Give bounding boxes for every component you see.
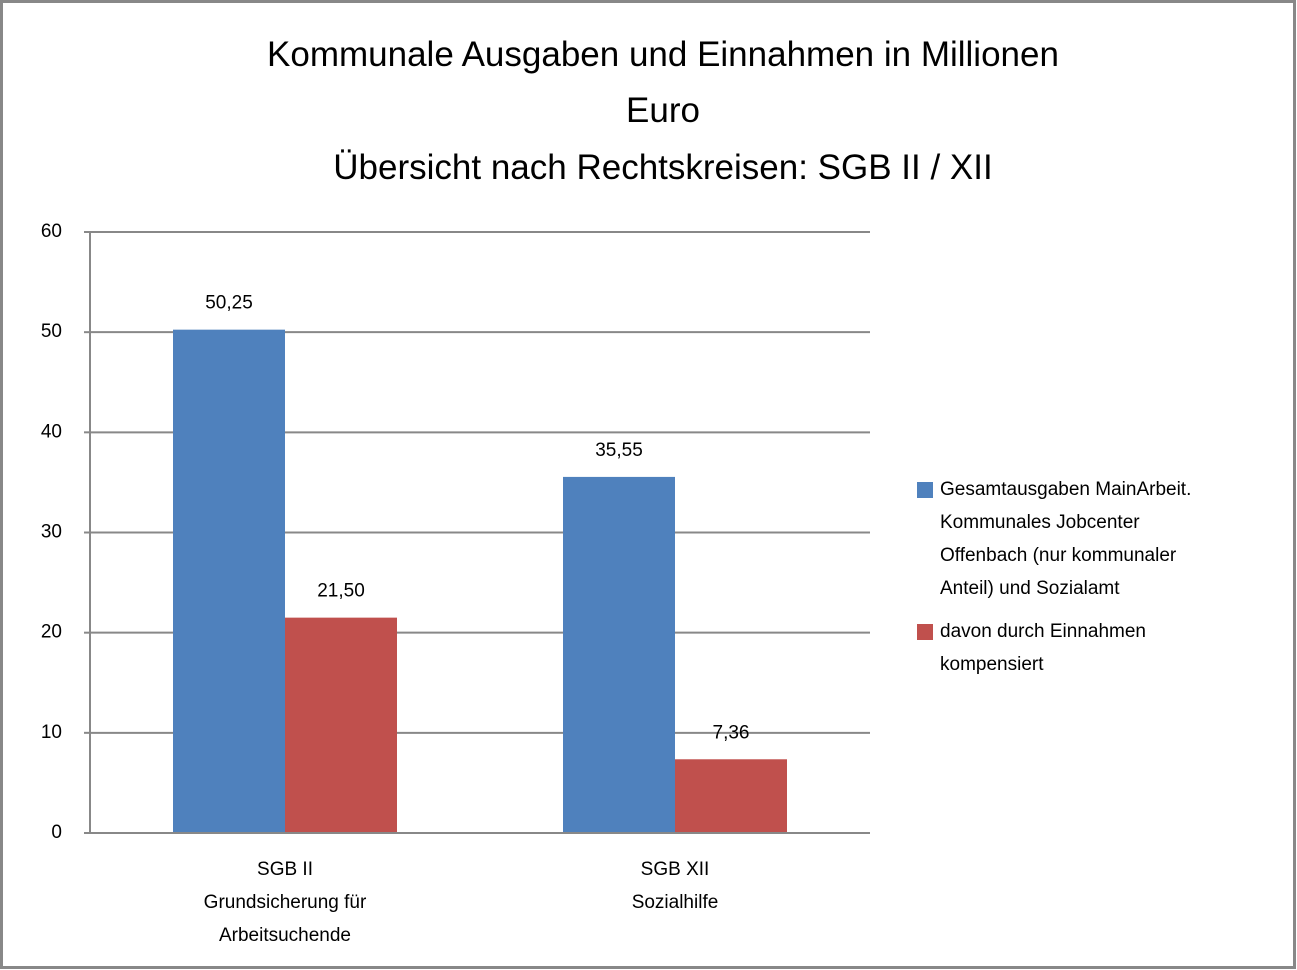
x-tick-label: SGB II Grundsicherung für Arbeitsuchende — [204, 859, 367, 946]
y-tick-label: 40 — [41, 421, 62, 442]
bar — [173, 329, 285, 833]
y-tick-label: 60 — [41, 221, 62, 242]
x-tick-label: SGB XII Sozialhilfe — [632, 859, 719, 913]
y-tick-label: 50 — [41, 321, 62, 342]
y-tick-label: 0 — [51, 822, 62, 843]
legend-label: davon durch Einnahmen kompensiert — [940, 621, 1146, 675]
chart-subtitle: Übersicht nach Rechtskreisen: SGB II / X… — [333, 148, 992, 187]
legend-swatch — [917, 482, 933, 498]
value-label: 21,50 — [317, 581, 365, 602]
legend-swatch — [917, 624, 933, 640]
chart-title: Kommunale Ausgaben und Einnahmen in Mill… — [267, 35, 1059, 130]
legend-label: Gesamtausgaben MainArbeit. Kommunales Job… — [940, 479, 1191, 599]
value-label: 7,36 — [713, 722, 750, 743]
y-tick-label: 10 — [41, 722, 62, 743]
bar — [563, 476, 675, 833]
bar — [285, 617, 397, 833]
bar — [675, 759, 787, 833]
value-label: 50,25 — [205, 293, 253, 314]
y-tick-label: 30 — [41, 522, 62, 543]
y-tick-label: 20 — [41, 622, 62, 643]
value-label: 35,55 — [595, 440, 643, 461]
